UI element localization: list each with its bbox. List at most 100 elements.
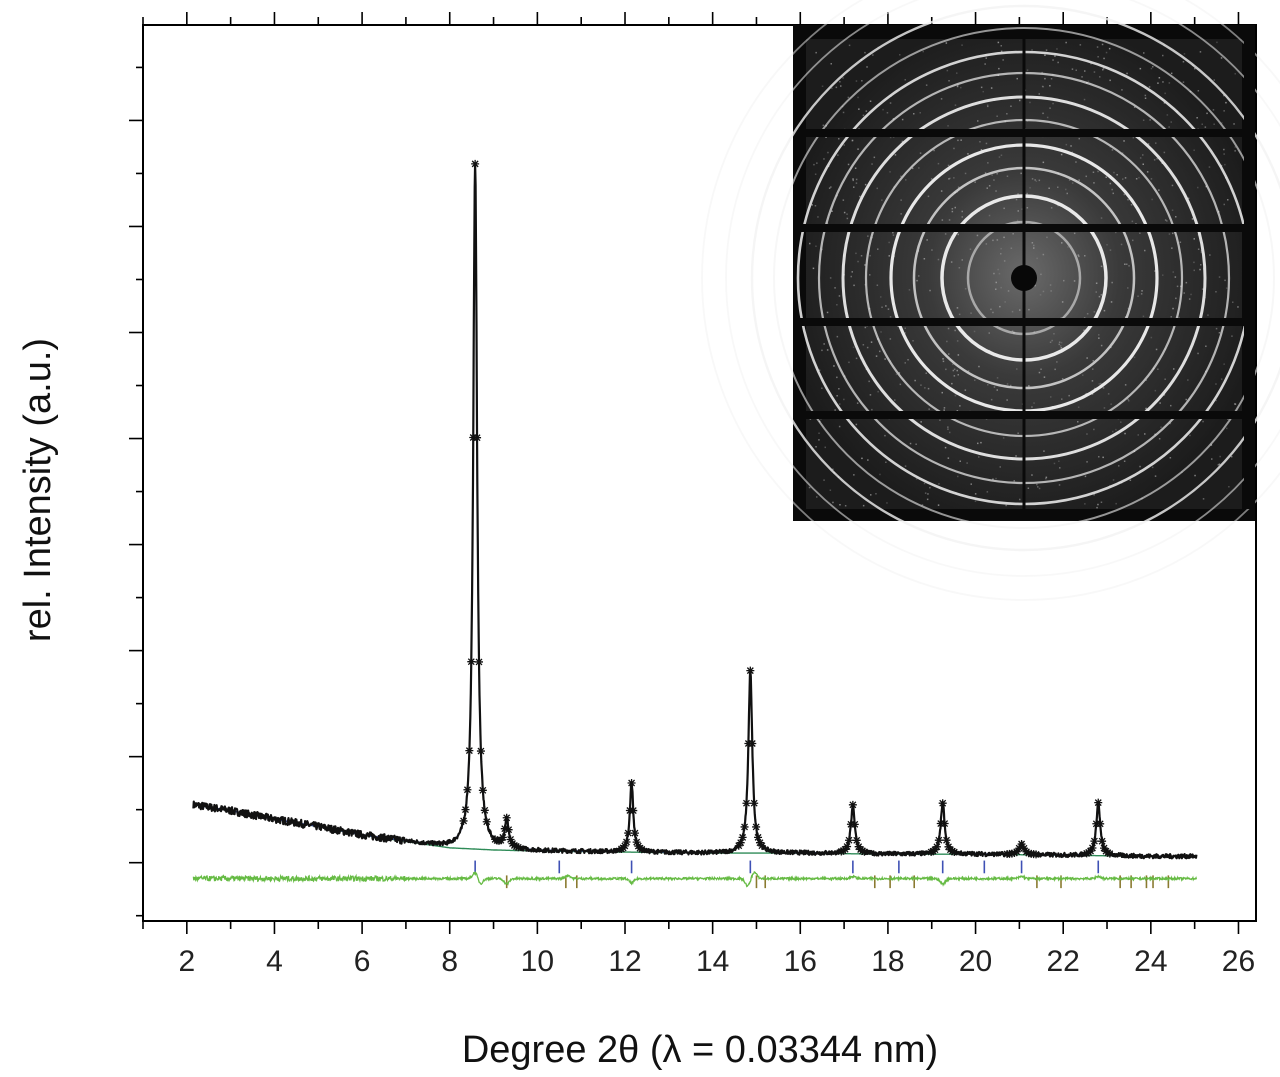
observed-point (482, 817, 491, 826)
observed-point (843, 842, 852, 851)
observed-point (858, 846, 867, 855)
observed-point (845, 836, 854, 845)
x-tick-label: 24 (1134, 945, 1167, 978)
observed-point (734, 841, 743, 850)
observed-point (932, 842, 941, 851)
observed-point (637, 845, 646, 854)
observed-point (852, 836, 861, 845)
observed-point (750, 799, 759, 808)
x-axis-title: Degree 2θ (λ = 0.03344 nm) (462, 1029, 938, 1071)
observed-point (850, 820, 859, 829)
detector-edge (1244, 39, 1255, 509)
beam-stop (1011, 265, 1037, 291)
observed-point (500, 824, 509, 833)
observed-point (622, 837, 631, 846)
observed-point (620, 841, 629, 850)
observed-point (473, 433, 482, 442)
diffraction-ring (750, 4, 1280, 552)
observed-point (934, 836, 943, 845)
observed-point (938, 799, 947, 808)
observed-point (837, 847, 846, 856)
observed-point (471, 159, 480, 168)
observed-point (512, 842, 521, 851)
y-axis-title: rel. Intensity (a.u.) (17, 338, 59, 642)
observed-point (1032, 850, 1041, 859)
observed-point (757, 841, 766, 850)
observed-point (752, 822, 761, 831)
diffraction-image-inset (701, 0, 1280, 601)
observed-point (754, 833, 763, 842)
observed-point (475, 657, 484, 666)
observed-point (748, 739, 757, 748)
observed-point (480, 806, 489, 815)
observed-point (627, 778, 636, 787)
observed-point (632, 838, 641, 847)
observed-point (467, 657, 476, 666)
observed-point (1017, 840, 1026, 849)
observed-point (944, 842, 953, 851)
observed-point (1090, 837, 1099, 846)
observed-point (1096, 819, 1105, 828)
x-tick-label: 4 (266, 945, 283, 978)
observed-point (1086, 846, 1095, 855)
observed-point (950, 848, 959, 857)
observed-point (629, 806, 638, 815)
observed-point (630, 829, 639, 838)
diffraction-ring (701, 0, 1280, 601)
observed-point (1022, 847, 1031, 856)
observed-point (942, 836, 951, 845)
observed-point (1015, 844, 1024, 853)
observed-point (930, 845, 939, 854)
observed-point (1103, 848, 1112, 857)
x-tick-label: 16 (784, 945, 817, 978)
x-tick-label: 2 (178, 945, 195, 978)
x-tick-label: 14 (696, 945, 729, 978)
observed-point (465, 746, 474, 755)
diffraction-ring (773, 27, 1275, 529)
observed-point (1098, 837, 1107, 846)
observed-point (506, 835, 515, 844)
observed-point (476, 747, 485, 756)
observed-point (1088, 843, 1097, 852)
observed-point (948, 847, 957, 856)
observed-data-markers (459, 159, 1114, 859)
observed-point (1010, 849, 1019, 858)
observed-point (1100, 844, 1109, 853)
x-tick-label: 6 (354, 945, 371, 978)
observed-point (496, 836, 505, 845)
x-tick-label: 8 (441, 945, 458, 978)
x-tick-label: 12 (608, 945, 641, 978)
observed-point (848, 800, 857, 809)
observed-point (461, 805, 470, 814)
observed-point (504, 825, 513, 834)
observed-point (742, 799, 751, 808)
x-tick-label: 18 (871, 945, 904, 978)
x-tick-label: 26 (1222, 945, 1255, 978)
observed-point (740, 822, 749, 831)
observed-point (514, 843, 523, 852)
x-axis-ticks (142, 12, 1240, 934)
observed-point (463, 785, 472, 794)
observed-point (755, 838, 764, 847)
observed-point (940, 819, 949, 828)
observed-point (498, 833, 507, 842)
y-axis-ticks (129, 66, 143, 917)
x-axis-tick-labels: 2 4 6 8 10 12 14 16 18 20 22 24 26 (178, 945, 1255, 978)
observed-point (1105, 849, 1114, 858)
difference-curve (192, 870, 1198, 888)
observed-point (478, 786, 487, 795)
observed-point (624, 829, 633, 838)
diffraction-ring (725, 0, 1280, 577)
observed-point (746, 666, 755, 675)
observed-point (459, 816, 468, 825)
observed-point (1082, 849, 1091, 858)
observed-point (927, 848, 936, 857)
observed-point (502, 813, 511, 822)
observed-point (860, 847, 869, 856)
observed-point (738, 833, 747, 842)
observed-point (1019, 844, 1028, 853)
observed-point (736, 838, 745, 847)
x-tick-label: 22 (1047, 945, 1080, 978)
x-tick-label: 10 (521, 945, 554, 978)
